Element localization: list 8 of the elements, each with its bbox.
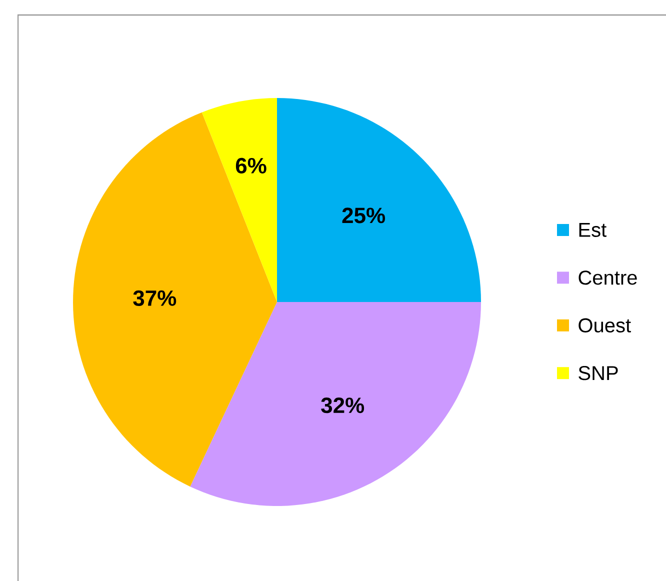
data-label: 32%: [321, 398, 364, 414]
legend-label: Ouest: [578, 318, 631, 332]
data-label: 6%: [236, 158, 266, 174]
legend-label: Centre: [578, 270, 637, 285]
data-label: 37%: [133, 290, 176, 306]
legend-label: SNP: [578, 366, 618, 380]
legend-label: Est: [579, 223, 606, 237]
data-label: 25%: [342, 208, 385, 224]
